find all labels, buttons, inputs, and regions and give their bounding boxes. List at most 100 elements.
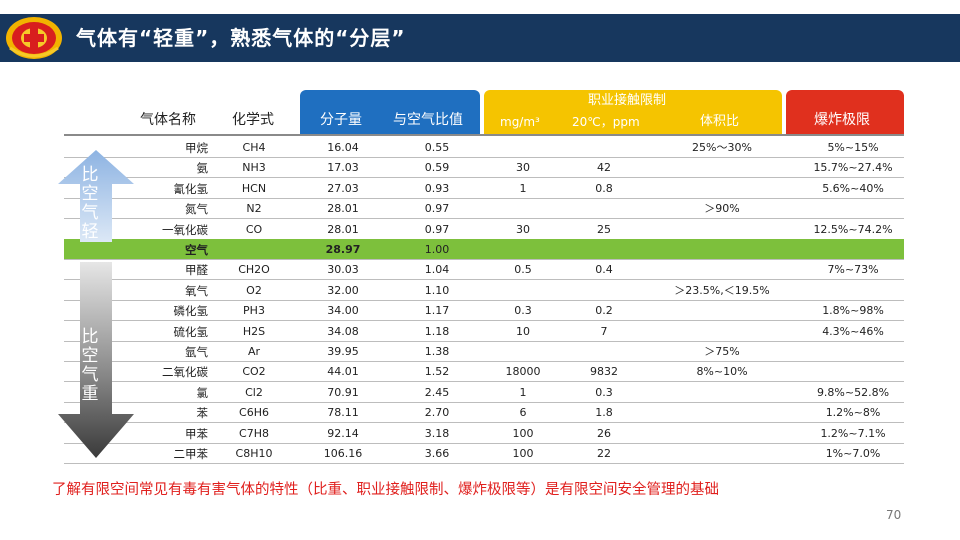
header-explosion-limit: 爆炸极限	[814, 112, 870, 128]
cell-ratio: 1.38	[424, 345, 450, 358]
cell-mw: 39.95	[327, 345, 359, 358]
table-row-divider	[64, 259, 904, 260]
cell-ratio: 0.97	[424, 202, 450, 215]
cell-formula	[218, 240, 290, 260]
cell-exp	[796, 281, 910, 301]
cell-exp: 7%~73%	[827, 263, 879, 276]
cell-mw: 30.03	[327, 263, 359, 276]
cell-name: 氮气	[185, 202, 208, 216]
cell-exp: 1.8%~98%	[822, 304, 884, 317]
cell-ratio: 1.04	[424, 263, 450, 276]
cell-ppm	[574, 240, 634, 260]
header-molecular-weight: 分子量	[320, 112, 362, 128]
title-bar	[0, 14, 960, 62]
header-ppm: 20℃，ppm	[572, 115, 640, 129]
cell-formula: O2	[246, 284, 262, 297]
cell-ratio: 3.66	[424, 447, 450, 460]
cell-mg	[494, 281, 552, 301]
cell-ratio: 0.55	[424, 141, 450, 154]
emblem-logo-icon	[4, 14, 64, 62]
cell-exp	[796, 240, 910, 260]
cell-vol	[652, 240, 792, 260]
header-air-ratio: 与空气比值	[393, 112, 463, 128]
cell-mg: 0.3	[514, 304, 532, 317]
cell-exp: 5.6%~40%	[822, 182, 884, 195]
table-row-divider	[64, 443, 904, 444]
cell-formula: C8H10	[235, 447, 273, 460]
cell-ppm: 22	[597, 447, 611, 460]
cell-ppm	[574, 199, 634, 219]
cell-ppm	[574, 342, 634, 362]
table-row-divider	[64, 361, 904, 362]
cell-name: 氩气	[185, 345, 208, 359]
cell-ppm: 7	[600, 325, 608, 338]
table-row-divider	[64, 402, 904, 403]
cell-ppm: 42	[597, 161, 611, 174]
cell-mg: 100	[512, 427, 534, 440]
cell-mw: 92.14	[327, 427, 359, 440]
cell-formula: PH3	[243, 304, 265, 317]
cell-formula: C7H8	[239, 427, 269, 440]
cell-vol	[652, 322, 792, 342]
cell-formula: NH3	[242, 161, 266, 174]
cell-formula: CH2O	[238, 263, 270, 276]
cell-name: 甲醛	[185, 263, 208, 277]
cell-exp: 1%~7.0%	[825, 447, 881, 460]
cell-ratio: 1.00	[424, 243, 450, 256]
page-number: 70	[886, 508, 902, 522]
cell-formula: H2S	[242, 325, 266, 338]
cell-name: 空气	[185, 243, 208, 257]
cell-vol	[652, 444, 792, 464]
table-row-divider	[64, 279, 904, 280]
cell-exp: 1.2%~8%	[825, 406, 881, 419]
cell-name: 甲苯	[185, 427, 208, 441]
cell-vol	[652, 179, 792, 199]
table-row-divider	[64, 218, 904, 219]
cell-ppm: 9832	[590, 365, 618, 378]
cell-ppm: 0.8	[595, 182, 613, 195]
cell-vol	[652, 403, 792, 423]
cell-ppm	[574, 138, 634, 158]
molecular-weight-header-block	[300, 90, 480, 134]
cell-vol	[652, 220, 792, 240]
cell-mw: 16.04	[327, 141, 359, 154]
cell-vol: ＞23.5%,＜19.5%	[674, 284, 770, 297]
lighter-than-air-arrow-icon	[56, 150, 136, 246]
cell-ratio: 0.97	[424, 223, 450, 236]
header-mg-per-m3: mg/m³	[500, 115, 540, 129]
header-formula: 化学式	[232, 112, 274, 128]
footnote: 了解有限空间常见有毒有害气体的特性（比重、职业接触限制、爆炸极限等）是有限空间安…	[52, 482, 719, 498]
cell-exp: 4.3%~46%	[822, 325, 884, 338]
cell-mg	[494, 240, 552, 260]
cell-vol	[652, 383, 792, 403]
cell-mw: 106.16	[323, 447, 363, 460]
table-row-divider	[64, 300, 904, 301]
cell-ppm: 0.4	[595, 263, 613, 276]
cell-formula: N2	[246, 202, 262, 215]
cell-formula: CO	[245, 223, 263, 236]
cell-mw: 17.03	[327, 161, 359, 174]
cell-ppm: 25	[597, 223, 611, 236]
cell-exp: 12.5%~74.2%	[813, 223, 893, 236]
cell-ratio: 2.70	[424, 406, 450, 419]
table-row-divider	[64, 320, 904, 321]
cell-mw: 28.01	[327, 202, 359, 215]
cell-name: 二甲苯	[173, 447, 209, 461]
cell-mg	[494, 138, 552, 158]
cell-exp: 15.7%~27.4%	[813, 161, 893, 174]
cell-ratio: 3.18	[424, 427, 450, 440]
cell-mw: 27.03	[327, 182, 359, 195]
cell-ppm: 26	[597, 427, 611, 440]
cell-ratio: 0.59	[424, 161, 450, 174]
slide-title: 气体有“轻重”，熟悉气体的“分层”	[76, 26, 406, 50]
table-row-divider	[64, 381, 904, 382]
header-exposure-limit: 职业接触限制	[588, 93, 667, 108]
cell-vol: 25%～30%	[692, 141, 752, 154]
cell-mw: 78.11	[327, 406, 359, 419]
cell-name: 氯	[196, 386, 209, 400]
header-volume-ratio: 体积比	[700, 114, 740, 129]
cell-mg: 1	[519, 182, 527, 195]
cell-vol	[652, 424, 792, 444]
cell-mg	[494, 199, 552, 219]
cell-exp: 5%~15%	[827, 141, 879, 154]
